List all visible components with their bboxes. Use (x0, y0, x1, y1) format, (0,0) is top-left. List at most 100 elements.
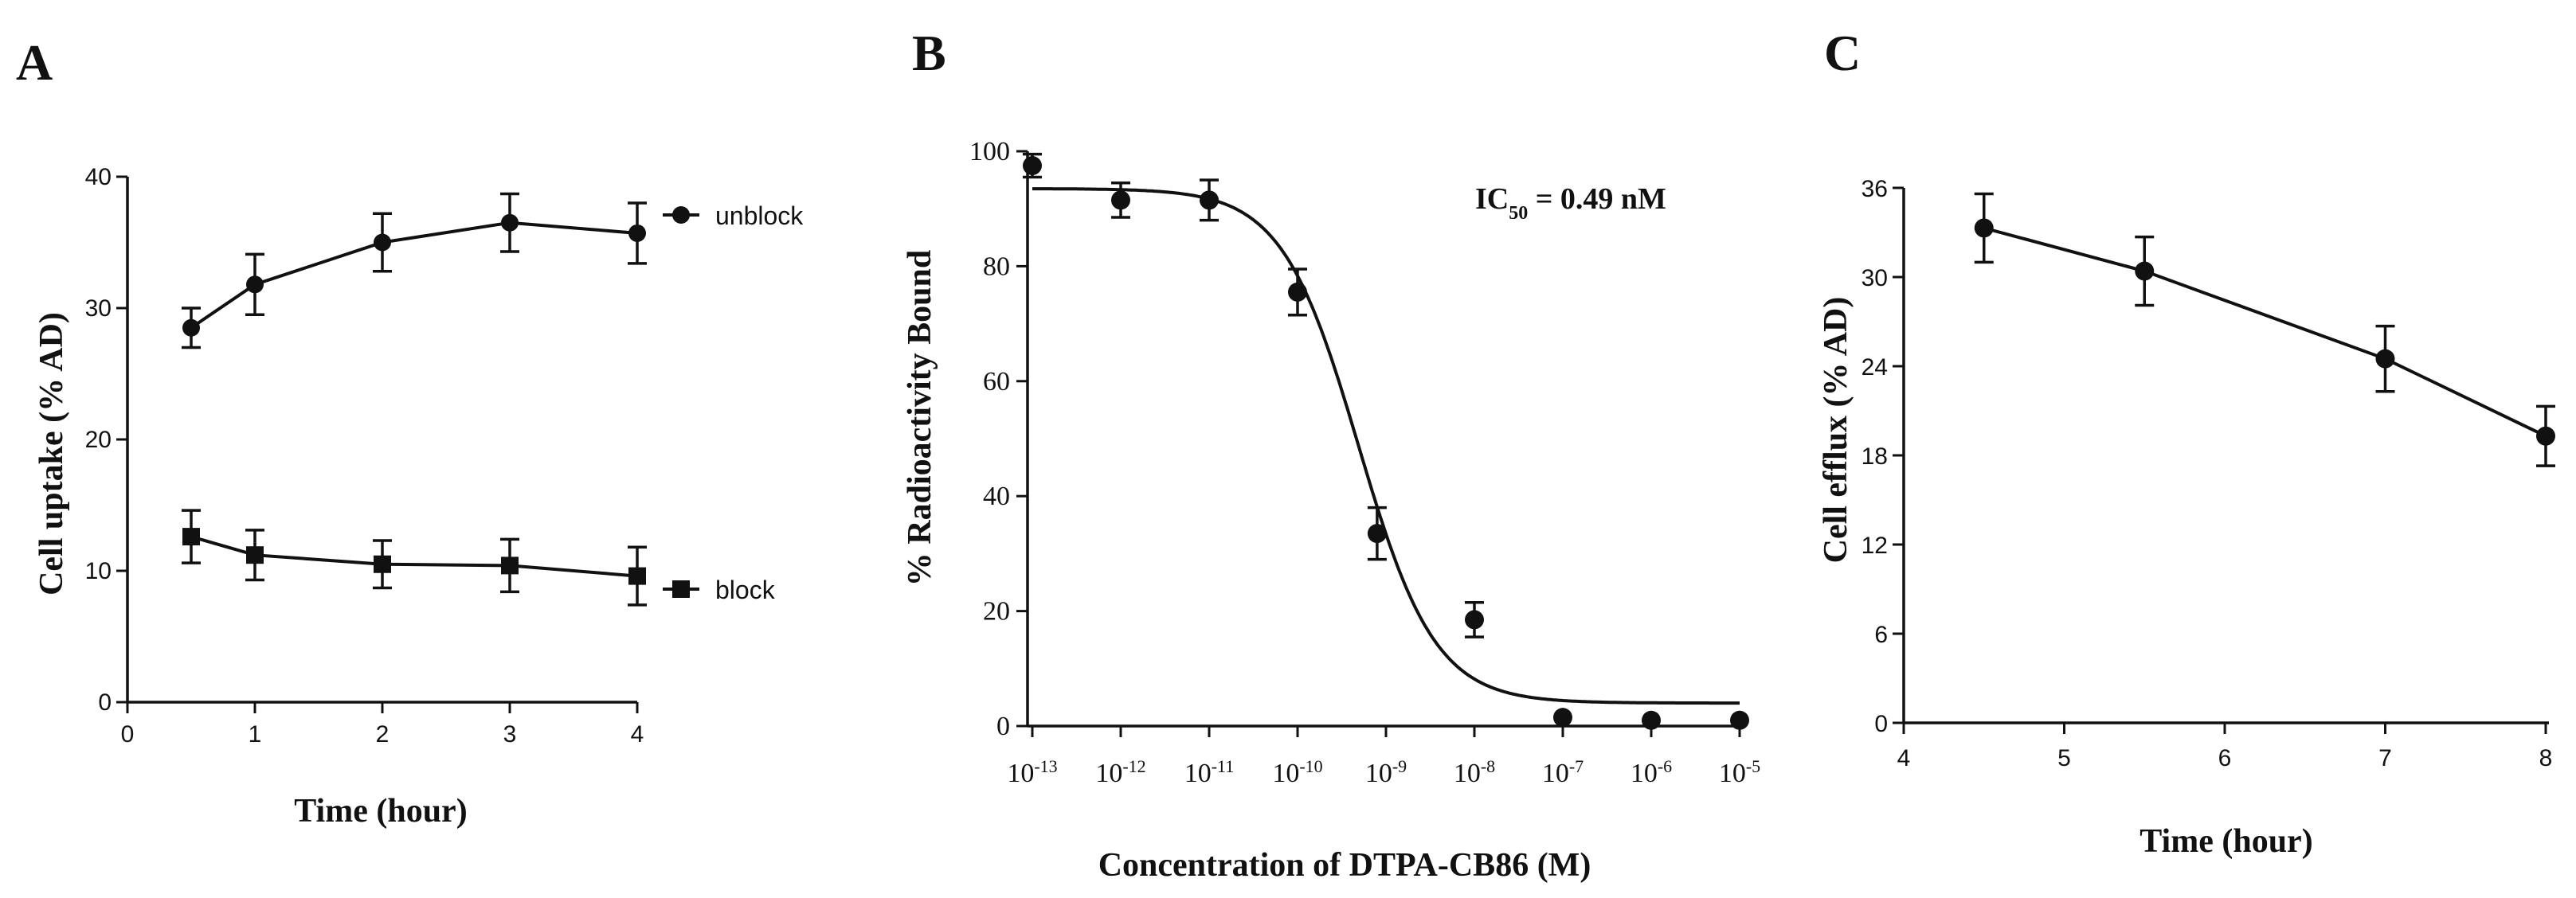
panel-c-x-label: Time (hour) (2139, 823, 2312, 860)
unblock-point (374, 233, 391, 252)
y-tick-label: 0 (996, 712, 1010, 741)
y-tick-label: 0 (1874, 711, 1888, 737)
ic50-label: IC (1475, 182, 1509, 216)
panel-b: B 10-13 10-12 10-11 10-10 10-9 10-8 10-7 10-6 10… (902, 25, 1760, 884)
y-tick-label: 20 (85, 427, 112, 453)
y-tick-label: 40 (983, 482, 1010, 511)
x-tick-label: 8 (2539, 745, 2553, 771)
x-tick-label: 10-9 (1365, 756, 1407, 789)
block-point (628, 567, 646, 585)
unblock-point (182, 318, 200, 337)
x-tick-label: 7 (2378, 745, 2392, 771)
efflux-point (2135, 261, 2155, 281)
x-tick-label: 5 (2057, 745, 2071, 771)
panel-c-series (1974, 192, 2555, 467)
binding-point (1367, 524, 1387, 544)
x-tick-exponent: -13 (1034, 756, 1057, 776)
x-tick-label: 10-7 (1542, 756, 1584, 789)
y-tick-label: 0 (98, 689, 112, 716)
panel-a: A 0 1 2 3 4 0 10 20 30 40 Cell uptake (% AD) Tim… (16, 34, 804, 830)
binding-point (1465, 610, 1484, 630)
panel-b-y-label: % Radioactivity Bound (902, 250, 938, 586)
ic50-subscript: 50 (1509, 203, 1528, 224)
panel-a-x-ticks: 0 1 2 3 4 (121, 702, 644, 748)
efflux-line (1983, 226, 2547, 438)
x-tick-exponent: -11 (1212, 756, 1235, 776)
y-tick-label: 10 (85, 558, 112, 584)
x-tick-exponent: -8 (1481, 756, 1495, 776)
x-tick-base: 10 (1365, 759, 1392, 788)
panel-a-x-label: Time (hour) (294, 793, 467, 830)
x-tick-label: 10-10 (1272, 756, 1322, 789)
y-tick-label: 30 (85, 295, 112, 322)
x-tick-label: 0 (121, 721, 135, 748)
y-tick-label: 20 (983, 597, 1010, 627)
x-tick-base: 10 (1719, 759, 1746, 788)
x-tick-base: 10 (1631, 759, 1658, 788)
block-point (374, 555, 391, 573)
panel-c-x-ticks: 4 5 6 7 8 (1897, 723, 2553, 771)
x-tick-label: 1 (249, 721, 262, 748)
panel-a-letter: A (16, 34, 53, 91)
block-point (246, 546, 264, 564)
x-tick-label: 3 (503, 721, 517, 748)
binding-point (1553, 708, 1572, 728)
panel-c-y-label: Cell efflux (% AD) (1818, 297, 1854, 564)
x-tick-label: 10-11 (1184, 756, 1235, 789)
x-tick-label: 10-8 (1454, 756, 1495, 789)
y-tick-label: 30 (1862, 265, 1888, 291)
x-tick-label: 6 (2218, 745, 2232, 771)
panel-c-letter: C (1824, 25, 1861, 81)
x-tick-exponent: -6 (1658, 756, 1672, 776)
legend-block-marker (672, 580, 690, 598)
legend-unblock-label: unblock (715, 201, 804, 230)
y-tick-label: 12 (1862, 533, 1888, 559)
binding-point (1730, 710, 1749, 730)
x-tick-exponent: -7 (1569, 756, 1584, 776)
y-tick-label: 80 (983, 252, 1010, 281)
binding-point (1200, 190, 1219, 210)
unblock-point (628, 224, 646, 242)
x-tick-base: 10 (1542, 759, 1569, 788)
unblock-point (501, 213, 519, 232)
x-tick-label: 2 (376, 721, 390, 748)
y-tick-label: 18 (1862, 443, 1888, 470)
panel-a-y-ticks: 0 10 20 30 40 (85, 164, 127, 716)
legend-unblock-marker (672, 206, 690, 224)
binding-point (1111, 190, 1130, 210)
y-tick-label: 36 (1862, 176, 1888, 202)
x-tick-label: 4 (1897, 745, 1911, 771)
x-tick-base: 10 (1454, 759, 1481, 788)
panel-b-y-ticks: 0 20 40 60 80 100 (969, 137, 1028, 741)
x-tick-exponent: -5 (1746, 756, 1760, 776)
block-point (182, 528, 200, 546)
x-tick-exponent: -9 (1392, 756, 1407, 776)
y-tick-label: 24 (1862, 354, 1888, 381)
panel-b-ic50-annotation: IC50 = 0.49 nM (1475, 182, 1666, 224)
y-tick-label: 6 (1874, 622, 1888, 648)
panel-b-points (1023, 152, 1749, 730)
efflux-point (1974, 218, 1994, 238)
binding-point (1642, 710, 1661, 730)
x-tick-exponent: -10 (1299, 756, 1322, 776)
block-point (501, 556, 519, 575)
efflux-point (2536, 426, 2555, 446)
panel-b-fit-curve (1032, 187, 1740, 705)
panel-b-x-label: Concentration of DTPA-CB86 (M) (1098, 847, 1591, 884)
x-tick-label: 10-6 (1631, 756, 1672, 789)
ic50-value: = 0.49 nM (1528, 182, 1666, 216)
y-tick-label: 100 (969, 137, 1010, 166)
panel-b-x-ticks: 10-13 10-12 10-11 10-10 10-9 10-8 10-7 10-6 10-5 (1007, 726, 1760, 788)
efflux-point (2375, 349, 2395, 369)
panel-c-y-ticks: 0 6 12 18 24 30 36 (1862, 176, 1904, 737)
panel-b-letter: B (912, 25, 946, 81)
binding-point (1023, 156, 1042, 176)
x-tick-label: 10-12 (1095, 756, 1145, 789)
series-unblock-line (190, 221, 638, 330)
panel-a-y-label: Cell uptake (% AD) (33, 312, 70, 595)
legend-block-label: block (715, 576, 776, 604)
x-tick-base: 10 (1272, 759, 1299, 788)
x-tick-label: 4 (631, 721, 644, 748)
